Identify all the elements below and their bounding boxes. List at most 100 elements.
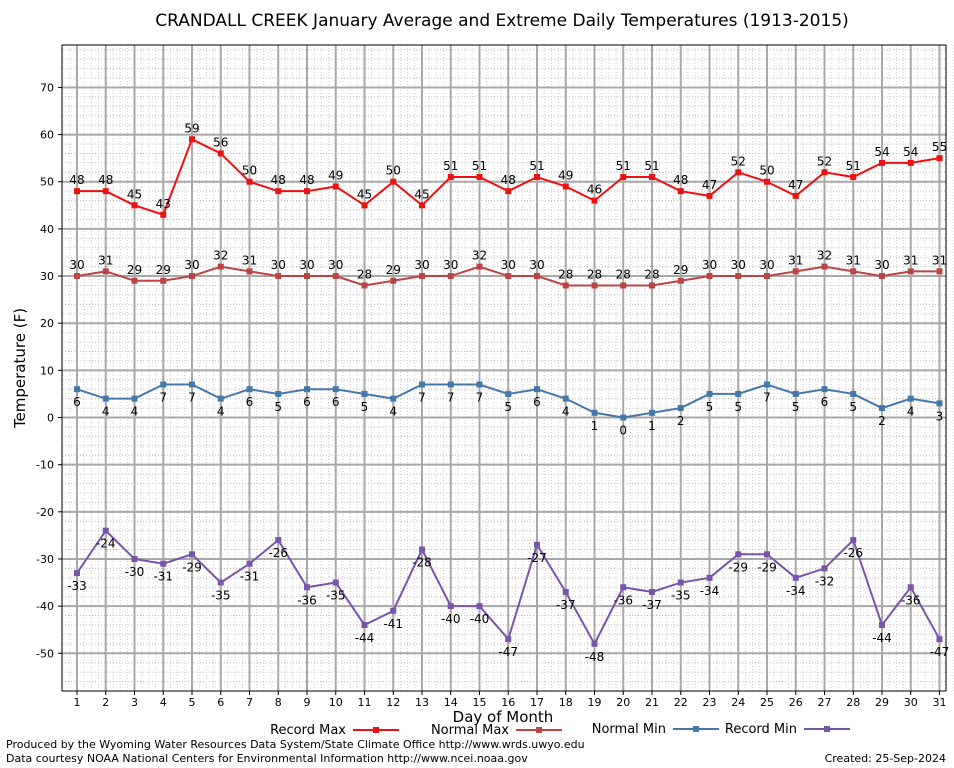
normal-min-data-label: 7 [418,391,426,405]
normal-min-point [936,400,943,407]
record-min-point [677,579,684,586]
normal-min-data-label: 2 [878,414,886,428]
normal-max-data-label: 30 [443,258,458,272]
legend-marker-normal-min [693,726,699,732]
record-min-data-label: -34 [786,584,806,598]
y-tick-label: 20 [40,317,54,330]
normal-max-data-label: 29 [156,263,171,277]
record-min-point [102,527,109,534]
x-tick-label: 28 [846,696,860,709]
normal-max-point [390,277,397,284]
record-min-data-label: -47 [930,645,950,659]
normal-max-point [131,277,138,284]
record-max-data-label: 51 [644,159,659,173]
record-max-point [447,174,454,181]
record-min-data-label: -47 [498,645,518,659]
normal-min-point [735,390,742,397]
record-min-data-label: -41 [383,617,403,631]
record-max-point [706,192,713,199]
normal-min-data-label: 6 [246,395,254,409]
record-min-point [390,607,397,614]
record-max-data-label: 45 [357,187,372,201]
normal-min-data-label: 4 [562,405,570,419]
record-max-data-label: 55 [932,140,947,154]
record-max-series: 48 48 45 43 59 56 50 48 48 49 45 50 45 51 51 48 51 49 46 51… [69,121,947,218]
record-min-data-label: -34 [700,584,720,598]
y-tick-label: 70 [40,81,54,94]
x-tick-label: 24 [731,696,745,709]
normal-min-point [361,390,368,397]
normal-max-point [447,273,454,280]
normal-max-point [764,273,770,280]
record-max-point [907,159,914,166]
normal-min-point [74,386,80,393]
normal-min-point [419,381,425,388]
normal-max-point [649,282,655,289]
record-max-point [850,174,857,181]
record-min-point [217,579,224,586]
normal-min-point [821,386,828,393]
record-max-point [131,202,138,209]
normal-max-data-label: 31 [788,253,803,267]
record-max-point [419,202,425,209]
record-min-point [591,640,598,647]
normal-min-series: 6 4 4 7 7 4 6 5 6 6 5 4 7 7 7 5 6 4 1 0 1 2 5 5 7 5 6 5 2 4 3 [73,381,943,438]
x-tick-label: 15 [473,696,487,709]
normal-min-point [447,381,454,388]
record-min-data-label: -29 [728,560,748,574]
y-tick-label: -10 [36,459,54,472]
record-max-point [879,159,885,166]
record-min-data-label: -37 [642,598,662,612]
x-tick-label: 9 [304,696,311,709]
record-min-data-label: -33 [67,579,87,593]
normal-max-point [562,282,569,289]
normal-min-data-label: 7 [476,391,484,405]
x-tick-label: 11 [358,696,372,709]
y-tick-label: -40 [36,600,54,613]
normal-min-data-label: 4 [131,405,139,419]
x-axis-label: Day of Month [453,708,554,726]
normal-max-point [620,282,627,289]
normal-min-point [246,386,253,393]
record-max-data-label: 50 [759,164,774,178]
record-min-point [246,560,253,567]
x-tick-label: 25 [760,696,774,709]
normal-max-data-label: 31 [242,253,257,267]
normal-max-point [246,268,253,275]
x-tick-label: 31 [933,696,947,709]
normal-max-data-label: 28 [616,267,631,281]
normal-min-point [907,395,914,402]
normal-max-point [505,273,512,280]
record-min-data-label: -27 [527,551,547,565]
normal-max-data-label: 28 [644,267,659,281]
chart-title: CRANDALL CREEK January Average and Extre… [155,11,849,31]
normal-min-data-label: 6 [533,395,541,409]
normal-min-point [505,390,512,397]
record-max-data-label: 48 [299,173,314,187]
normal-max-data-label: 30 [731,258,746,272]
record-min-point [936,636,943,643]
footer-created-date: Created: 25-Sep-2024 [825,752,946,765]
normal-max-data-label: 30 [501,258,516,272]
record-max-data-label: 56 [213,135,228,149]
normal-max-data-label: 30 [874,258,889,272]
normal-min-point [649,409,655,416]
record-min-data-label: -36 [613,593,633,607]
normal-min-point [706,390,713,397]
legend-label-normal-max: Normal Max [431,723,509,738]
normal-min-point [562,395,569,402]
x-tick-label: 12 [386,696,400,709]
normal-min-data-label: 5 [504,400,512,414]
normal-max-data-label: 28 [357,267,372,281]
record-max-point [390,178,397,185]
normal-min-data-label: 6 [821,395,829,409]
normal-min-data-label: 2 [677,414,685,428]
record-min-data-label: -32 [815,574,835,588]
x-tick-label: 10 [329,696,343,709]
record-min-data-label: -29 [182,560,202,574]
normal-max-point [102,268,109,275]
record-max-point [332,183,339,190]
record-min-data-label: -28 [412,556,432,570]
record-max-point [936,155,943,162]
